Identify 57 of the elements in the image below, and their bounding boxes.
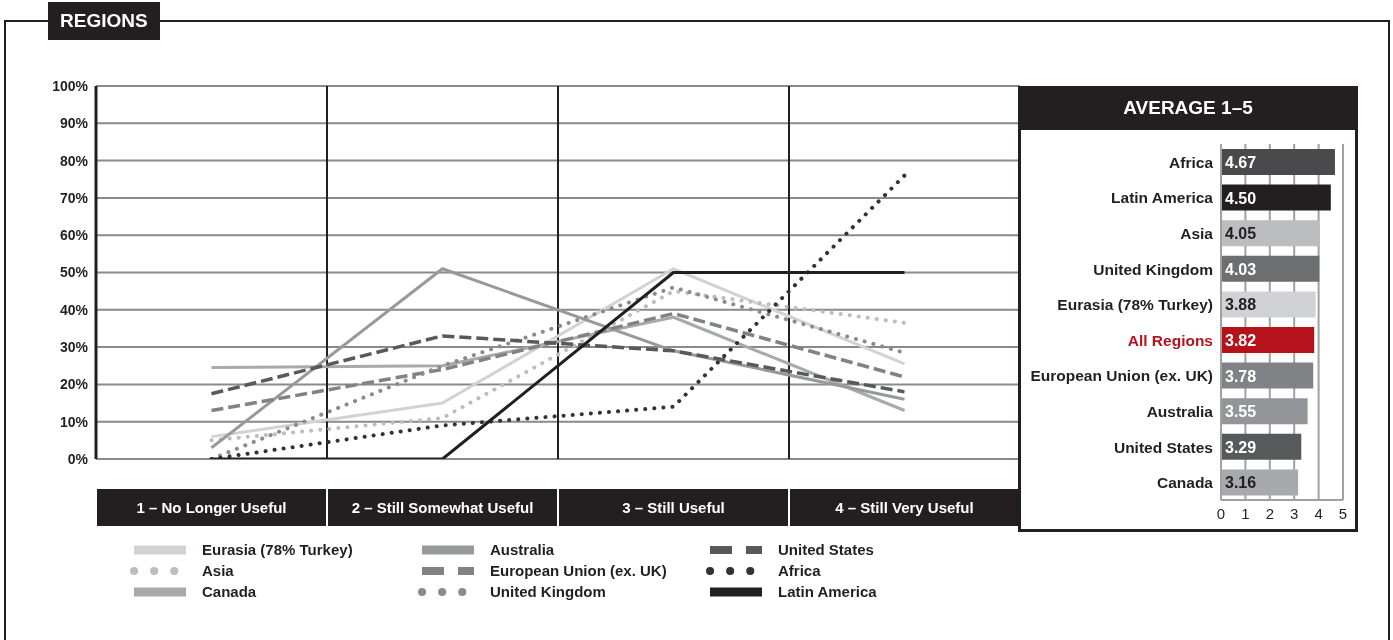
y-tick-label: 20%: [59, 376, 89, 393]
y-tick-label: 60%: [59, 227, 89, 244]
line-series: [209, 334, 907, 396]
y-tick-label: Latin America: [1111, 189, 1214, 207]
data-label: 3.88: [1225, 296, 1257, 314]
y-tick-label: Canada: [1157, 474, 1214, 492]
y-tick-label: 90%: [59, 115, 89, 132]
x-tick-label: 4 – Still Very Useful: [835, 499, 974, 516]
y-tick-label: Africa: [1169, 153, 1214, 171]
data-label: 3.16: [1225, 474, 1257, 492]
y-tick-label: 70%: [59, 189, 89, 206]
y-tick-label: 10%: [59, 413, 89, 430]
y-tick-label: Asia: [1180, 225, 1214, 242]
x-tick-label: 2 – Still Somewhat Useful: [351, 499, 534, 516]
x-tick-label: 3: [1290, 504, 1299, 522]
data-label: 3.82: [1225, 331, 1257, 349]
y-tick-label: Australia: [1146, 403, 1214, 420]
y-tick-label: 40%: [59, 301, 89, 318]
bar: [1221, 148, 1335, 175]
legend-label: Latin America: [778, 583, 877, 600]
data-label: 4.05: [1225, 225, 1257, 243]
x-tick-label: 3 – Still Useful: [622, 499, 725, 516]
y-tick-label: United States: [1113, 438, 1213, 456]
y-tick-label: 0%: [67, 450, 89, 467]
y-tick-label: All Regions: [1127, 331, 1213, 349]
y-tick-label: 100%: [52, 77, 89, 94]
legend-label: United States: [778, 541, 874, 558]
legend-label: Canada: [202, 583, 257, 600]
x-tick-label: 0: [1216, 504, 1226, 522]
y-tick-label: Eurasia (78% Turkey): [1057, 296, 1213, 314]
chart-title: AVERAGE 1–5: [1018, 86, 1358, 130]
y-tick-label: 30%: [59, 339, 89, 356]
data-label: 3.29: [1225, 438, 1257, 456]
data-label: 3.78: [1225, 367, 1257, 385]
x-tick-label: 4: [1314, 504, 1323, 522]
line-series: [209, 173, 907, 459]
legend-label: United Kingdom: [490, 583, 606, 600]
data-label: 4.67: [1225, 153, 1257, 171]
bar: [1221, 220, 1320, 247]
bar: [1221, 184, 1331, 211]
y-tick-label: European Union (ex. UK): [1030, 367, 1213, 385]
legend-label: Africa: [778, 562, 821, 579]
x-tick-label: 2: [1265, 504, 1274, 522]
y-tick-label: 80%: [59, 152, 89, 169]
chart-title: REGIONS: [48, 2, 160, 40]
legend-label: Asia: [202, 562, 234, 579]
legend-label: Eurasia (78% Turkey): [202, 541, 353, 558]
data-label: 4.03: [1225, 260, 1257, 278]
legend-label: Australia: [490, 541, 555, 558]
x-tick-label: 5: [1338, 504, 1348, 522]
x-tick-label: 1 – No Longer Useful: [136, 499, 287, 516]
y-tick-label: United Kingdom: [1093, 260, 1213, 278]
legend-label: European Union (ex. UK): [490, 562, 667, 579]
y-tick-label: 50%: [59, 264, 89, 281]
data-label: 4.50: [1225, 189, 1257, 207]
data-label: 3.55: [1225, 403, 1257, 421]
x-tick-label: 1: [1241, 504, 1250, 522]
